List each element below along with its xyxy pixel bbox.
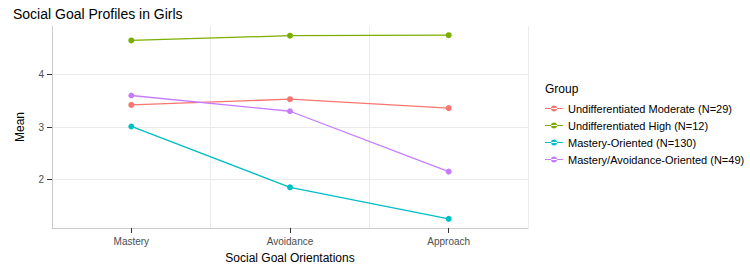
svg-text:Mastery-Oriented (N=130): Mastery-Oriented (N=130) bbox=[568, 137, 696, 149]
svg-text:Mastery: Mastery bbox=[114, 236, 150, 247]
svg-text:Social Goal Orientations: Social Goal Orientations bbox=[225, 251, 354, 265]
svg-text:Undifferentiated Moderate (N=2: Undifferentiated Moderate (N=29) bbox=[568, 103, 732, 115]
svg-text:Mastery/Avoidance-Oriented (N=: Mastery/Avoidance-Oriented (N=49) bbox=[568, 154, 744, 166]
svg-text:Group: Group bbox=[545, 82, 579, 96]
svg-text:Undifferentiated High (N=12): Undifferentiated High (N=12) bbox=[568, 120, 708, 132]
svg-text:Avoidance: Avoidance bbox=[267, 236, 314, 247]
svg-text:Approach: Approach bbox=[427, 236, 470, 247]
svg-text:4: 4 bbox=[38, 69, 44, 80]
svg-text:2: 2 bbox=[38, 174, 44, 185]
svg-text:Mean: Mean bbox=[13, 112, 27, 142]
svg-text:3: 3 bbox=[38, 122, 44, 133]
svg-text:Social Goal Profiles in Girls: Social Goal Profiles in Girls bbox=[13, 6, 183, 22]
